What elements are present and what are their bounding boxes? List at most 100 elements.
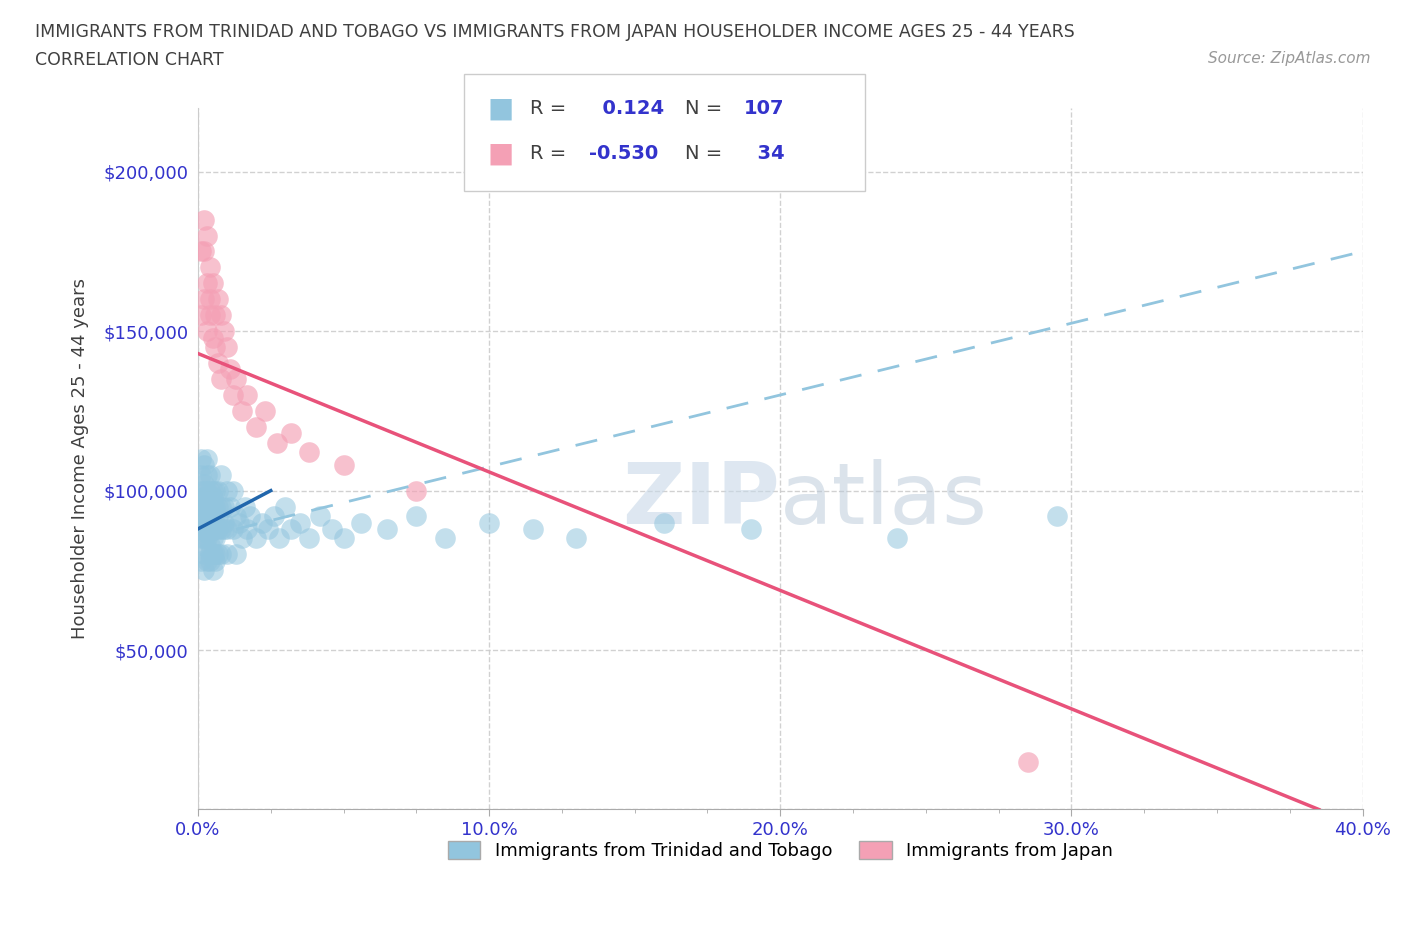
Point: [209, 467, 232, 482]
Point: [217, 547, 239, 562]
Point: [198, 538, 221, 552]
Point: [219, 362, 242, 377]
Point: [204, 339, 226, 354]
Text: R =: R =: [530, 100, 572, 118]
Point: [201, 330, 224, 345]
Point: [190, 499, 212, 514]
Point: [195, 451, 218, 466]
Text: -0.530: -0.530: [589, 144, 658, 163]
Text: ZIP: ZIP: [623, 459, 780, 542]
Point: [239, 509, 262, 524]
Point: [212, 499, 235, 514]
Point: [231, 531, 253, 546]
Text: Source: ZipAtlas.com: Source: ZipAtlas.com: [1208, 51, 1371, 66]
Point: [263, 509, 285, 524]
Point: [209, 308, 232, 323]
Point: [522, 522, 544, 537]
Point: [332, 531, 354, 546]
Point: [198, 484, 221, 498]
Point: [195, 515, 218, 530]
Point: [198, 515, 221, 530]
Y-axis label: Householder Income Ages 25 - 44 years: Householder Income Ages 25 - 44 years: [72, 278, 89, 639]
Point: [212, 522, 235, 537]
Text: R =: R =: [530, 144, 572, 163]
Point: [190, 522, 212, 537]
Point: [195, 553, 218, 568]
Point: [198, 553, 221, 568]
Point: [309, 509, 332, 524]
Point: [321, 522, 343, 537]
Point: [245, 531, 267, 546]
Point: [198, 467, 221, 482]
Point: [350, 515, 373, 530]
Point: [207, 484, 229, 498]
Point: [198, 525, 221, 539]
Point: [207, 522, 229, 537]
Point: [201, 515, 224, 530]
Point: [1017, 754, 1039, 769]
Point: [201, 484, 224, 498]
Point: [190, 484, 212, 498]
Point: [228, 515, 250, 530]
Point: [204, 531, 226, 546]
Point: [222, 522, 245, 537]
Point: [190, 553, 212, 568]
Point: [195, 276, 218, 291]
Point: [195, 228, 218, 243]
Point: [250, 515, 273, 530]
Point: [193, 212, 215, 227]
Text: N =: N =: [685, 144, 728, 163]
Point: [195, 499, 218, 514]
Point: [195, 499, 218, 514]
Point: [195, 525, 218, 539]
Point: [195, 324, 218, 339]
Point: [198, 499, 221, 514]
Point: [266, 435, 288, 450]
Point: [201, 489, 224, 504]
Point: [253, 404, 276, 418]
Point: [209, 499, 232, 514]
Point: [207, 499, 229, 514]
Point: [217, 339, 239, 354]
Text: N =: N =: [685, 100, 728, 118]
Point: [198, 547, 221, 562]
Point: [280, 426, 302, 441]
Text: ■: ■: [488, 140, 515, 167]
Point: [209, 522, 232, 537]
Point: [195, 509, 218, 524]
Point: [198, 260, 221, 275]
Point: [236, 388, 259, 403]
Point: [204, 547, 226, 562]
Point: [280, 522, 302, 537]
Point: [190, 531, 212, 546]
Point: [222, 484, 245, 498]
Text: 0.124: 0.124: [589, 100, 664, 118]
Point: [217, 484, 239, 498]
Point: [201, 509, 224, 524]
Point: [201, 522, 224, 537]
Point: [198, 292, 221, 307]
Point: [209, 547, 232, 562]
Point: [201, 276, 224, 291]
Point: [257, 522, 280, 537]
Point: [209, 372, 232, 387]
Point: [297, 445, 319, 459]
Point: [190, 451, 212, 466]
Point: [231, 404, 253, 418]
Point: [198, 499, 221, 514]
Point: [212, 515, 235, 530]
Point: [375, 522, 398, 537]
Point: [193, 563, 215, 578]
Point: [190, 493, 212, 508]
Point: [193, 458, 215, 472]
Point: [434, 531, 457, 546]
Point: [204, 553, 226, 568]
Point: [652, 515, 675, 530]
Point: [201, 531, 224, 546]
Point: [198, 308, 221, 323]
Point: [204, 499, 226, 514]
Point: [193, 531, 215, 546]
Point: [565, 531, 588, 546]
Point: [193, 506, 215, 521]
Point: [190, 308, 212, 323]
